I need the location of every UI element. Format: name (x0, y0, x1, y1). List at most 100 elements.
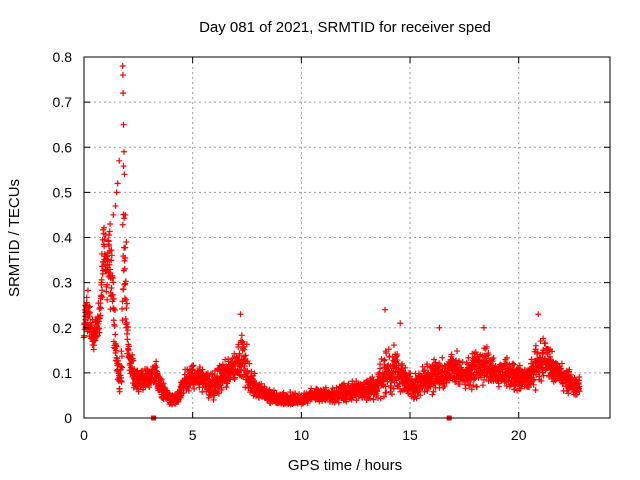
data-point (122, 244, 129, 251)
data-point (123, 305, 130, 312)
y-tick-label: 0.8 (53, 49, 73, 65)
data-point (120, 285, 127, 292)
y-tick-label: 0.6 (53, 139, 73, 155)
data-point (119, 63, 126, 70)
data-point (223, 363, 230, 370)
y-tick-label: 0 (64, 410, 72, 426)
data-point (483, 343, 490, 350)
data-point (113, 189, 120, 196)
data-point (122, 254, 129, 261)
data-point (397, 320, 404, 327)
data-point (441, 383, 448, 390)
x-tick-label: 20 (511, 427, 527, 443)
data-point (118, 363, 125, 370)
data-point (539, 350, 546, 357)
data-point (119, 317, 126, 324)
data-point (116, 385, 123, 392)
data-point (480, 324, 487, 331)
data-point (121, 257, 128, 264)
data-point (110, 211, 117, 218)
data-point (241, 346, 248, 353)
data-point (503, 382, 510, 389)
data-point (462, 385, 469, 392)
data-point (121, 171, 128, 178)
data-point (251, 370, 258, 377)
data-point (215, 390, 222, 397)
data-point (210, 396, 217, 403)
data-point (394, 357, 401, 364)
data-point (130, 357, 137, 364)
data-point (390, 374, 397, 381)
data-point (118, 353, 125, 360)
data-point (108, 292, 115, 299)
data-point (83, 299, 90, 306)
data-point (124, 323, 131, 330)
data-point (123, 319, 130, 326)
data-point (118, 348, 125, 355)
data-point (353, 397, 360, 404)
data-point (503, 354, 510, 361)
data-point (135, 388, 142, 395)
grid-layer (84, 57, 610, 418)
data-point (124, 300, 131, 307)
data-point (459, 358, 466, 365)
data-point (530, 381, 537, 388)
data-point (99, 294, 106, 301)
data-point (383, 349, 390, 356)
data-point (473, 383, 480, 390)
data-point (558, 360, 565, 367)
data-point (218, 387, 225, 393)
data-point (123, 296, 130, 303)
data-point (112, 202, 119, 209)
data-point (538, 377, 545, 384)
data-point (98, 263, 105, 270)
data-point (248, 368, 255, 375)
data-point (235, 341, 242, 348)
data-point (542, 340, 549, 347)
data-point (101, 224, 108, 231)
data-point (448, 351, 455, 358)
data-point (468, 386, 475, 393)
data-point (112, 306, 119, 313)
y-tick-label: 0.2 (53, 320, 73, 336)
data-point (103, 253, 110, 260)
data-point (108, 257, 115, 264)
data-point (153, 358, 160, 365)
data-point (432, 359, 439, 366)
data-point (99, 287, 106, 294)
data-point (548, 348, 555, 355)
data-point (110, 295, 117, 302)
data-point (421, 388, 428, 395)
data-point (122, 211, 129, 218)
data-point (429, 391, 436, 398)
x-tick-label: 10 (294, 427, 310, 443)
data-point (110, 279, 117, 286)
data-point (495, 383, 502, 390)
data-point (114, 180, 121, 187)
data-point (402, 364, 409, 371)
data-point (407, 370, 414, 377)
data-point (110, 306, 117, 313)
data-point (123, 239, 130, 246)
data-point (377, 365, 384, 372)
y-tick-label: 0.3 (53, 275, 73, 291)
data-point (532, 342, 539, 349)
data-point (388, 391, 395, 398)
data-point (242, 384, 249, 391)
data-point (112, 331, 119, 338)
data-point (490, 354, 497, 361)
data-point (526, 384, 533, 391)
data-point (106, 242, 113, 249)
data-point (436, 324, 443, 331)
data-point (83, 294, 90, 301)
data-point (266, 386, 273, 393)
data-point (453, 348, 460, 355)
data-point (382, 306, 389, 313)
data-point (238, 332, 245, 339)
data-point (98, 276, 105, 283)
data-point (122, 278, 129, 285)
data-point (367, 395, 374, 402)
data-point (430, 388, 437, 395)
data-point (120, 90, 127, 97)
y-tick-label: 0.5 (53, 184, 73, 200)
